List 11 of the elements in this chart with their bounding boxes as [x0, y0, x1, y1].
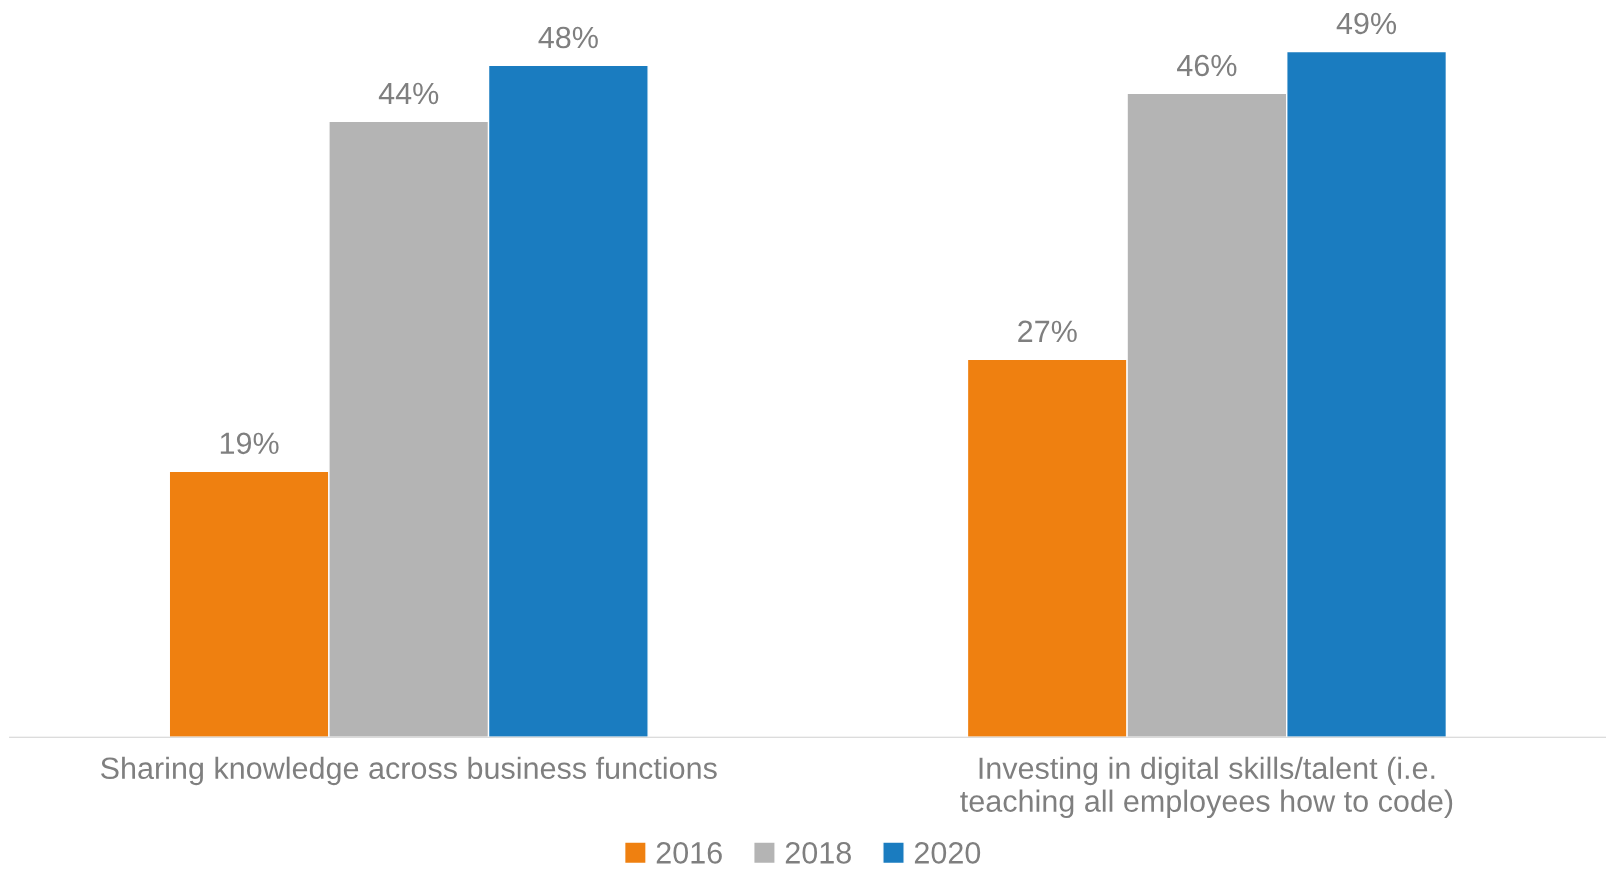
x-tick-label: Investing in digital skills/talent (i.e. teaching all employees how to code)	[960, 756, 1453, 819]
data-label: 19%	[220, 432, 279, 455]
legend-label: 2018	[785, 842, 851, 864]
data-label: 44%	[378, 82, 439, 105]
data-label: 46%	[1177, 54, 1237, 77]
data-label: 48%	[538, 26, 598, 49]
data-label: 49%	[1336, 12, 1397, 35]
x-tick-label: Sharing knowledge across business functions	[101, 756, 717, 786]
legend-label: 2020	[914, 842, 981, 864]
legend-label: 2016	[656, 842, 722, 864]
data-label: 27%	[1018, 320, 1077, 343]
